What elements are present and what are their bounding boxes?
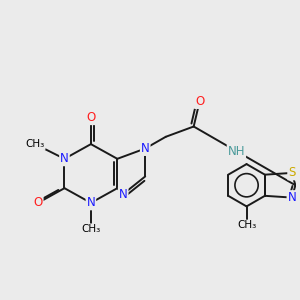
Text: N: N bbox=[119, 188, 128, 201]
Text: O: O bbox=[195, 95, 204, 108]
Text: N: N bbox=[60, 152, 69, 165]
Text: N: N bbox=[287, 191, 296, 204]
Text: NH: NH bbox=[228, 145, 245, 158]
Text: CH₃: CH₃ bbox=[26, 139, 45, 149]
Text: CH₃: CH₃ bbox=[237, 220, 256, 230]
Text: N: N bbox=[141, 142, 150, 155]
Text: S: S bbox=[288, 167, 296, 179]
Text: O: O bbox=[33, 196, 43, 209]
Text: O: O bbox=[86, 111, 95, 124]
Text: N: N bbox=[86, 196, 95, 209]
Text: CH₃: CH₃ bbox=[81, 224, 101, 234]
